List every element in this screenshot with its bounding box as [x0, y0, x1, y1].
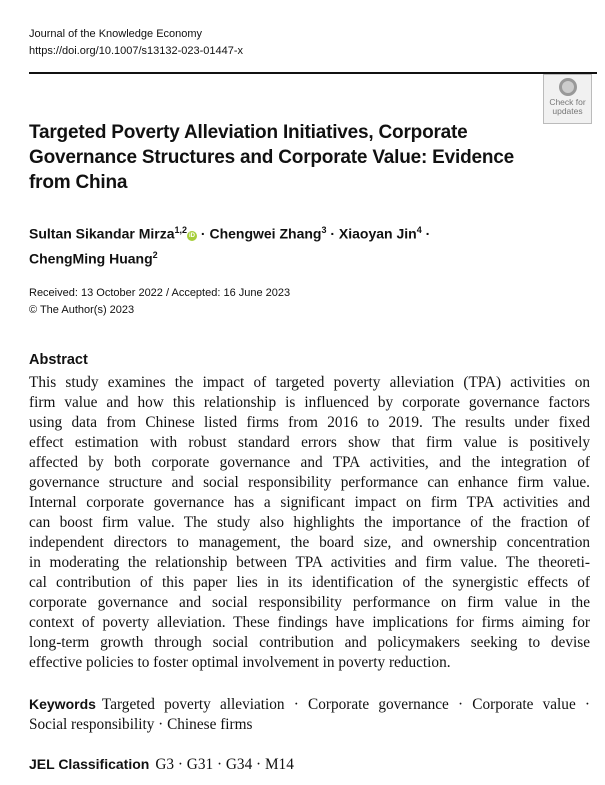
header-rule	[29, 72, 597, 74]
title-line: Governance Structures and Corporate Valu…	[29, 147, 515, 168]
affiliation: 1,2	[174, 225, 187, 235]
author-name: Chengwei Zhang	[209, 225, 322, 242]
title-line: from China	[29, 172, 128, 193]
abstract-body: This study examines the impact of target…	[29, 373, 590, 673]
abstract-line: firm value and how this relationship is …	[29, 394, 590, 411]
author-name: Sultan Sikandar Mirza	[29, 225, 175, 242]
copyright: © The Author(s) 2023	[29, 304, 135, 316]
paper-title: Targeted Poverty Alleviation Initiatives…	[29, 120, 549, 195]
abstract-line: context of poverty alleviation. These fi…	[29, 614, 590, 631]
abstract-line: cal contribution of this paper lies in i…	[29, 574, 590, 591]
abstract-line: independent directors to management, the…	[29, 534, 590, 551]
abstract-line: affected by both corporate governance an…	[29, 454, 590, 471]
affiliation: 2	[152, 249, 158, 260]
affiliation: 4	[416, 225, 422, 235]
badge-text: updates	[552, 106, 583, 116]
jel-classification: JEL Classification G3 · G31 · G34 · M14	[29, 754, 294, 775]
abstract-line: This study examines the impact of target…	[29, 374, 590, 391]
check-for-updates-badge[interactable]: Check for updates	[543, 74, 592, 124]
keywords-label: Keywords	[29, 696, 96, 712]
author-name: ChengMing Huang	[29, 250, 153, 267]
abstract-heading: Abstract	[29, 352, 88, 368]
jel-label: JEL Classification	[29, 756, 150, 772]
abstract-line: effective policies to foster optimal inv…	[29, 654, 451, 671]
abstract-line: Internal corporate governance has a sign…	[29, 494, 590, 511]
author-list: Sultan Sikandar Mirza1,2iD · Chengwei Zh…	[29, 220, 549, 269]
badge-text: Check for	[549, 97, 586, 107]
abstract-line: in moderating the relationship between T…	[29, 554, 590, 571]
bookmark-icon	[558, 78, 577, 96]
abstract-line: governance structure and social responsi…	[29, 474, 590, 491]
author-name: Xiaoyan Jin	[338, 225, 417, 242]
abstract-line: long-term growth through social contribu…	[29, 634, 590, 651]
separator: ·	[421, 225, 431, 242]
keywords-line: Targeted poverty alleviation · Corporate…	[101, 696, 590, 713]
journal-header: Journal of the Knowledge Economy https:/…	[29, 26, 243, 60]
title-line: Targeted Poverty Alleviation Initiatives…	[29, 122, 468, 143]
journal-name: Journal of the Knowledge Economy	[29, 28, 203, 40]
dates: Received: 13 October 2022 / Accepted: 16…	[29, 285, 290, 319]
affiliation: 3	[321, 225, 327, 235]
doi-link[interactable]: https://doi.org/10.1007/s13132-023-01447…	[29, 45, 244, 57]
abstract-line: can boost firm value. The study also hig…	[29, 514, 590, 531]
keywords-line: Social responsibility · Chinese firms	[29, 716, 253, 733]
abstract-line: using data from Chinese listed firms fro…	[29, 414, 590, 431]
abstract-line: effect estimation with robust standard e…	[29, 434, 590, 451]
jel-value: G3 · G31 · G34 · M14	[155, 756, 294, 773]
received-accepted: Received: 13 October 2022 / Accepted: 16…	[29, 287, 291, 299]
abstract-line: corporate governance and social responsi…	[29, 594, 590, 611]
orcid-icon[interactable]: iD	[187, 230, 197, 241]
separator: ·	[197, 225, 210, 242]
keywords: Keywords Targeted poverty alleviation · C…	[29, 694, 590, 735]
separator: ·	[326, 225, 339, 242]
